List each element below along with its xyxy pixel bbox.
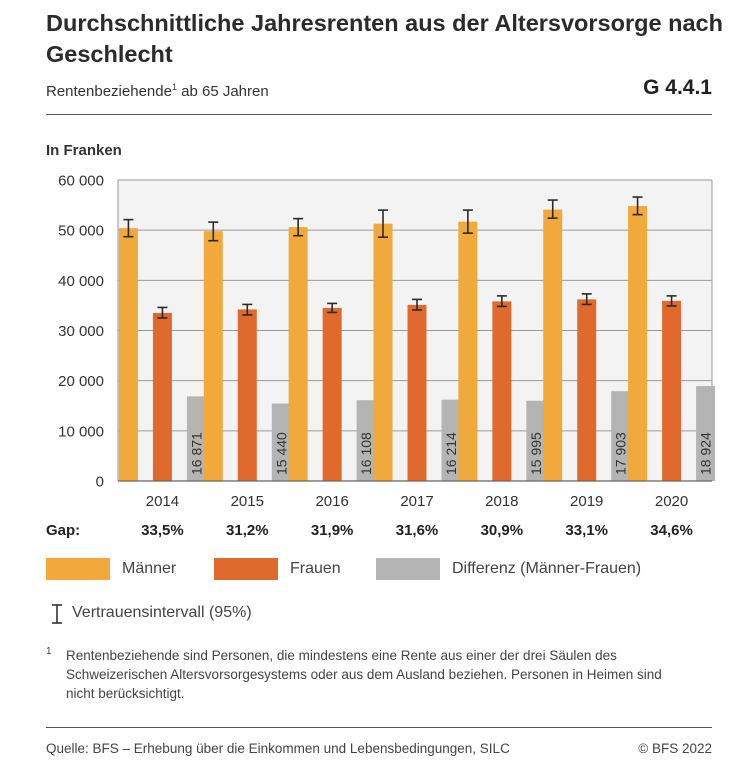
difference-data-label: 17 903 [613,432,629,475]
difference-data-label: 16 214 [443,432,459,475]
bar-women [152,312,172,481]
x-tick-label: 2017 [400,493,433,510]
subtitle-main: Rentenbeziehende [46,83,172,100]
bar-women [577,299,597,481]
x-tick-label: 2015 [231,493,264,510]
bar-difference [356,400,376,481]
footnote-reference: 1 [171,82,177,92]
y-tick-label: 20 000 [58,373,104,390]
gap-value: 33,5% [141,522,184,539]
bar-men [628,206,648,481]
gap-label: Gap: [46,522,81,539]
legend-label-men: Männer [122,560,177,577]
bar-men [373,223,393,481]
y-tick-label: 60 000 [58,173,104,190]
y-tick-label: 30 000 [58,323,104,340]
chart-title: Durchschnittliche Jahresrenten aus der A… [46,10,723,67]
gap-value: 31,6% [395,522,439,539]
footnote-mark: 1 [46,646,52,657]
legend-swatch-diff [376,558,440,580]
gap-value: 33,1% [565,522,608,539]
y-tick-label: 0 [96,474,104,491]
x-tick-label: 2018 [485,493,518,510]
bar-men [118,228,138,481]
source-text: Quelle: BFS – Erhebung über die Einkomme… [46,741,510,756]
bar-chart: 0 10 000 20 000 30 000 40 000 50 000 60 000 16 … [58,173,716,510]
gap-row: Gap: 33,5% 31,2% 31,9% 31,6% 30,9% 33,1% 34,6% [0,522,750,544]
y-tick-label: 40 000 [58,273,104,290]
difference-data-label: 15 440 [273,432,289,475]
gap-value: 30,9% [480,522,524,539]
legend-label-women: Frauen [290,560,341,577]
legend-label-diff: Differenz (Männer-Frauen) [452,560,642,577]
difference-data-label: 18 924 [698,432,714,475]
footnote-text: Rentenbeziehende sind Personen, die mind… [66,648,662,701]
y-unit-label: In Franken [46,142,122,159]
bar-women [322,307,342,481]
x-tick-label: 2019 [570,493,603,510]
bar-men [288,227,308,481]
bar-difference [526,400,546,481]
bar-women [662,300,682,481]
x-tick-label: 2014 [146,493,179,510]
difference-data-label: 15 995 [528,432,544,475]
footer-divider [46,727,712,728]
bar-difference [271,403,291,481]
bar-women [492,301,512,481]
y-tick-label: 10 000 [58,423,104,440]
chart-code: G 4.4.1 [643,76,712,99]
bar-men [458,221,478,481]
bar-difference [696,386,716,481]
bar-difference [611,391,631,481]
error-bar-icon [52,604,62,624]
difference-data-label: 16 108 [358,432,374,475]
legend-swatch-men [46,558,110,580]
y-tick-label: 50 000 [58,223,104,240]
subtitle-rest: ab 65 Jahren [176,83,269,100]
chart-subtitle: Rentenbeziehende1 ab 65 Jahren [46,82,269,100]
gap-value: 31,9% [310,522,354,539]
difference-data-label: 16 871 [188,432,204,475]
x-tick-label: 2016 [315,493,348,510]
legend-label-ci: Vertrauensintervall (95%) [72,604,252,621]
bar-difference [186,396,206,481]
bar-women [407,304,427,481]
header-divider [46,114,712,115]
bar-men [203,231,223,481]
bar-women [237,309,257,481]
gap-value: 31,2% [226,522,269,539]
legend-swatch-women [214,558,278,580]
bar-difference [441,399,461,481]
bar-men [543,209,563,481]
gap-value: 34,6% [650,522,693,539]
legend: Männer Frauen Differenz (Männer-Frauen) [46,558,726,584]
copyright-text: © BFS 2022 [638,741,712,756]
x-tick-label: 2020 [655,493,688,510]
